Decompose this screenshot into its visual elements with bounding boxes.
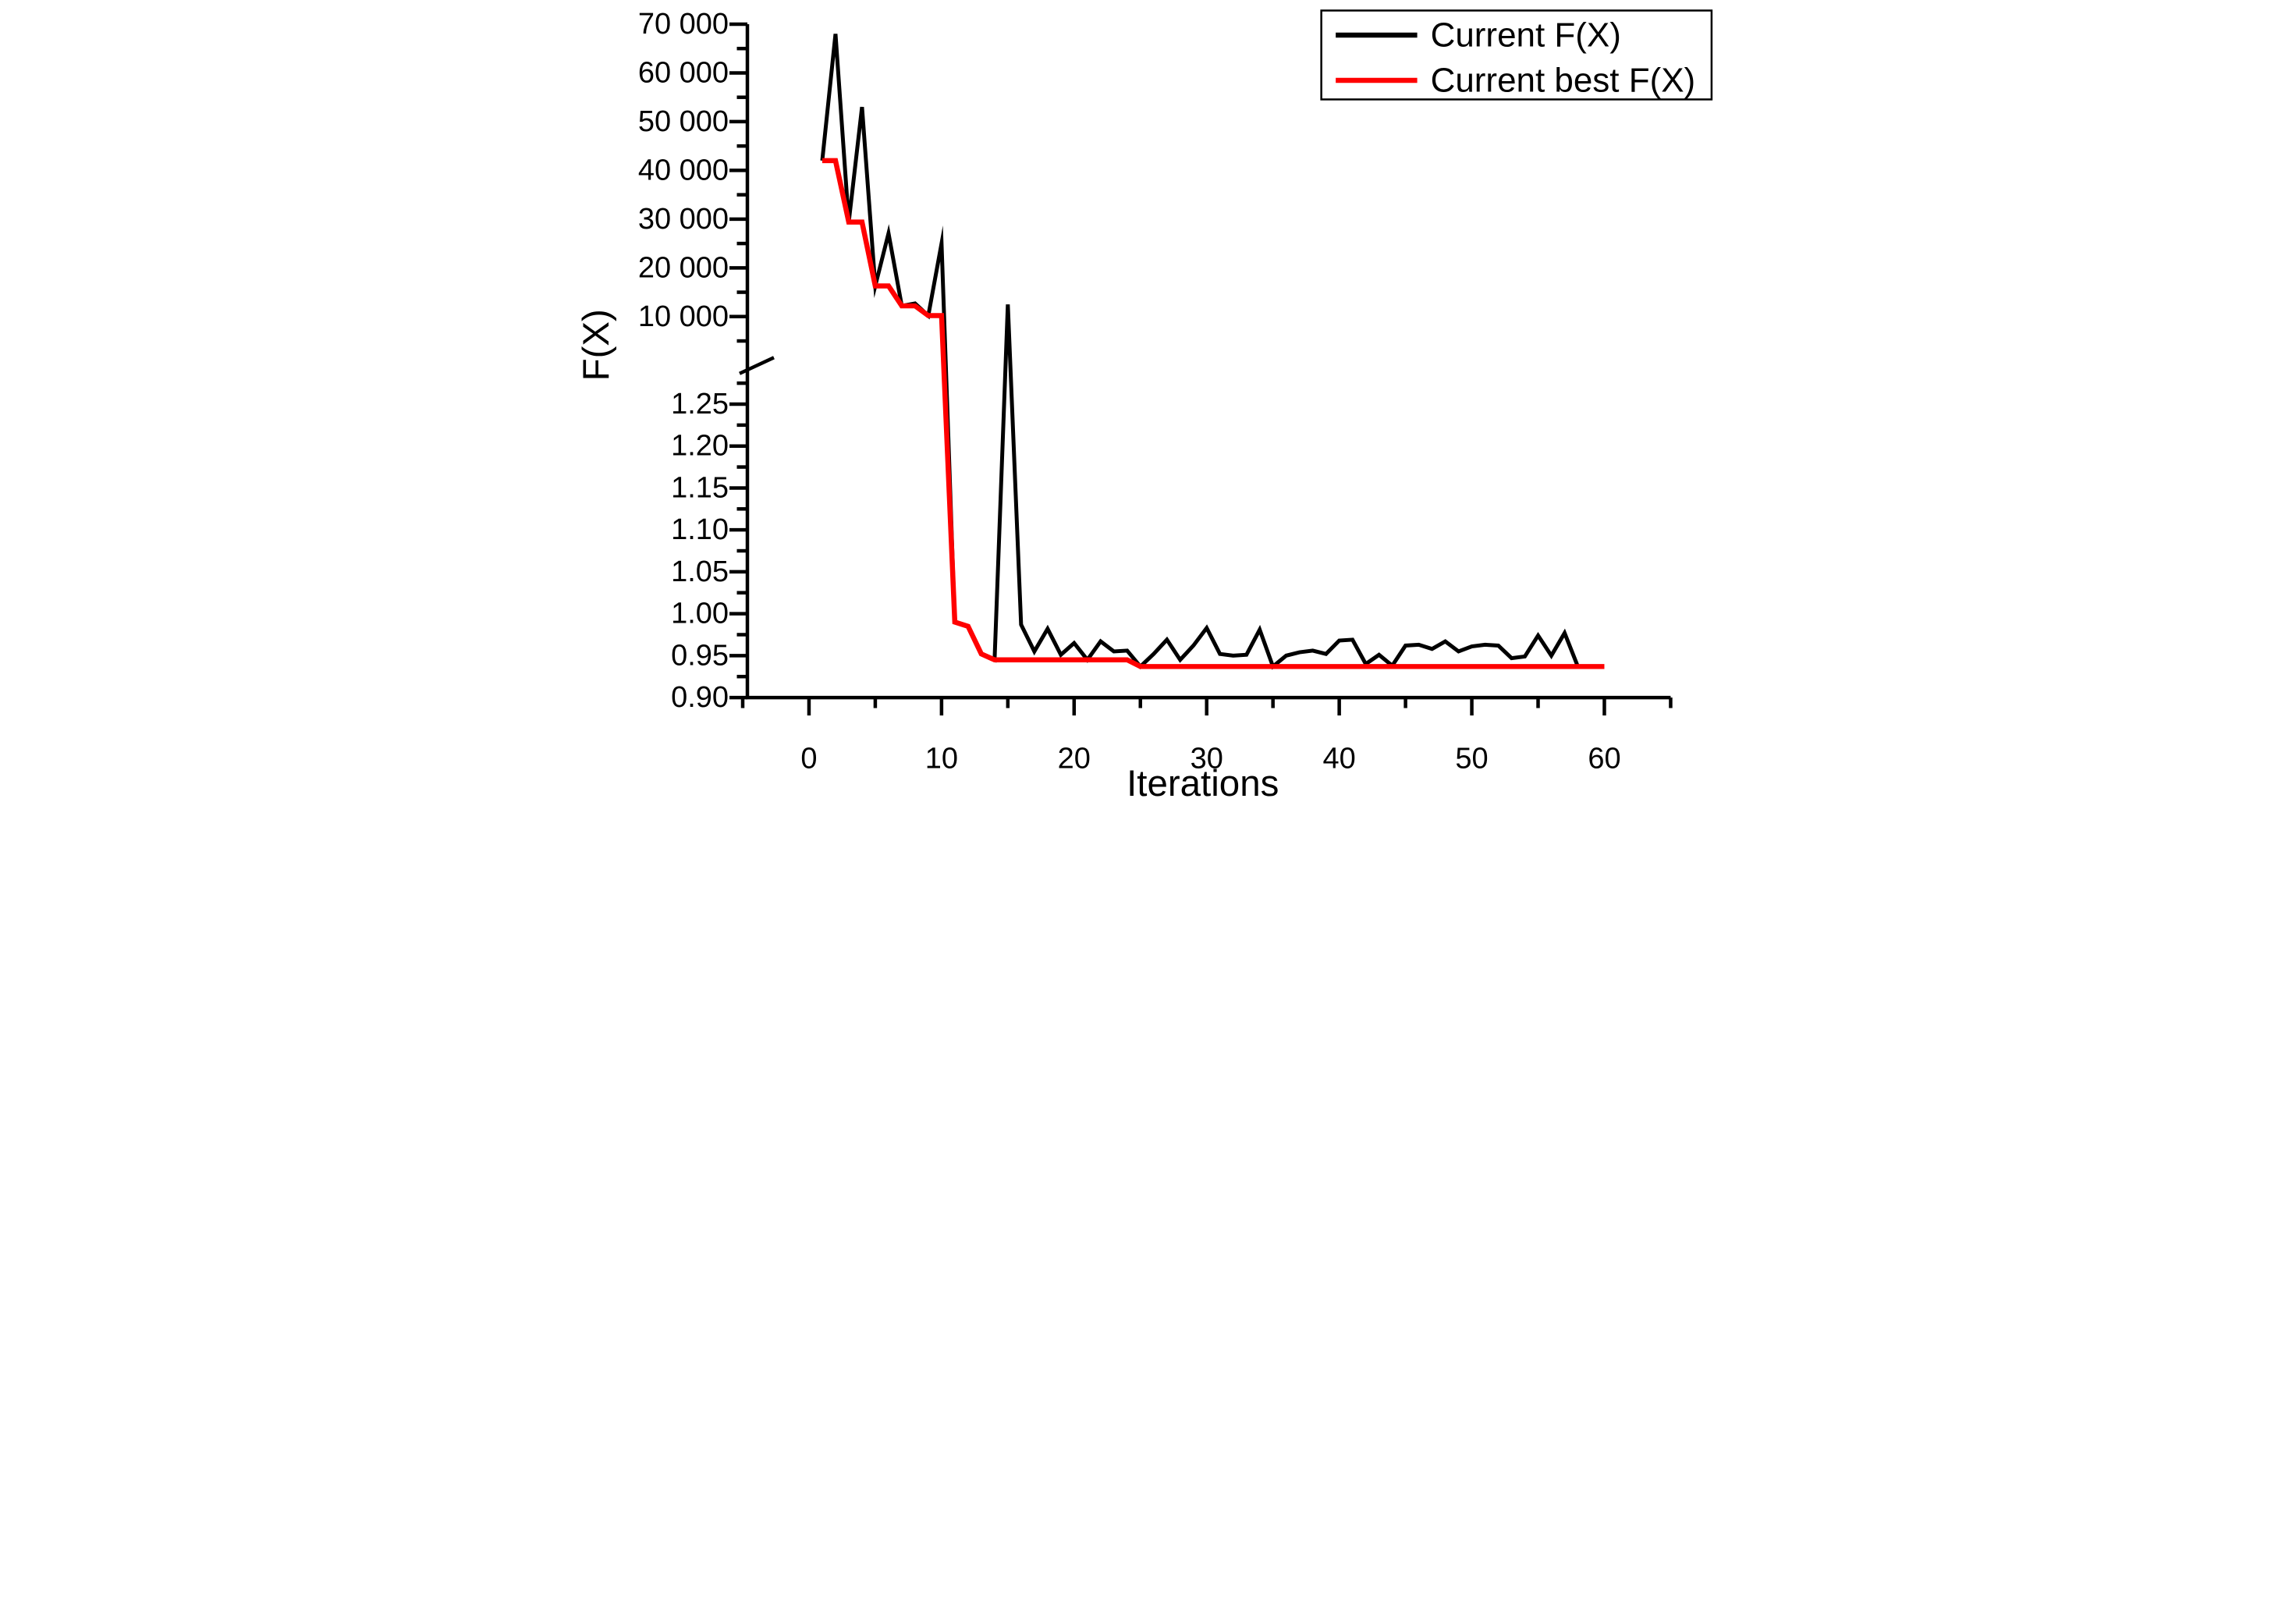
y-tick-label: 1.05 <box>671 555 729 588</box>
y-tick-label: 1.10 <box>671 513 729 546</box>
y-tick-label: 1.25 <box>671 388 729 421</box>
x-tick-label: 20 <box>1058 743 1091 776</box>
y-tick-label: 0.95 <box>671 639 729 672</box>
x-tick-label: 60 <box>1588 743 1620 776</box>
x-tick-label: 30 <box>1191 743 1223 776</box>
x-tick-label: 50 <box>1455 743 1488 776</box>
y-tick-label: 70 000 <box>638 8 729 41</box>
y-tick-label: 30 000 <box>638 203 729 236</box>
series-line-2 <box>822 158 1605 669</box>
legend-label-2: Current best F(X) <box>1431 61 1696 99</box>
plot-area: 70 000 60 000 50 000 40 000 30 000 20 000 10 0… <box>638 8 1713 776</box>
legend-box <box>1320 9 1713 101</box>
legend-label-1: Current F(X) <box>1431 16 1621 54</box>
y-tick-label: 1.20 <box>671 430 729 463</box>
chart-figure: F(X) Iterations 70 000 60 000 50 000 40 000… <box>574 0 1722 811</box>
x-tick-label: 10 <box>925 743 958 776</box>
x-tick-label: 40 <box>1323 743 1356 776</box>
y-tick-label: 60 000 <box>638 56 729 89</box>
x-tick-label: 0 <box>800 743 817 776</box>
line-chart: F(X) Iterations 70 000 60 000 50 000 40 000… <box>576 8 1713 804</box>
y-tick-label: 1.15 <box>671 471 729 504</box>
y-axis-title: F(X) <box>576 309 617 381</box>
y-tick-label: 20 000 <box>638 251 729 284</box>
y-tick-label: 50 000 <box>638 105 729 138</box>
y-tick-label: 1.00 <box>671 598 729 630</box>
series-line-1 <box>820 34 1580 670</box>
x-axis-title: Iterations <box>1127 763 1279 804</box>
y-tick-label: 10 000 <box>638 300 729 333</box>
y-tick-label: 0.90 <box>671 681 729 714</box>
y-tick-label: 40 000 <box>638 154 729 186</box>
y-axis-break-mark <box>739 356 775 375</box>
